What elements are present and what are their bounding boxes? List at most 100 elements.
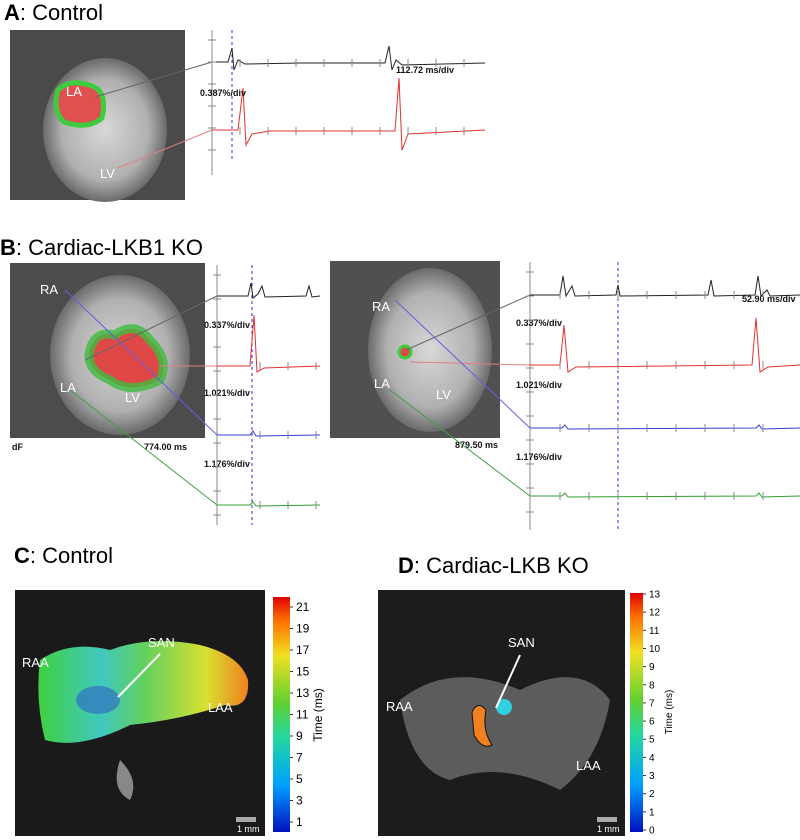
trace [530, 275, 800, 298]
connector [117, 129, 213, 169]
label: LAA [208, 700, 233, 715]
colorbar-tick-label: 7 [296, 751, 303, 765]
label: LV [100, 166, 115, 181]
label: RAA [386, 699, 413, 714]
colorbar-tick-label: 7 [649, 698, 655, 709]
trace [217, 314, 321, 373]
colorbar-tick-label: 11 [649, 626, 660, 637]
activation-map [38, 641, 249, 743]
panel-letter: B [0, 235, 16, 260]
connector [394, 299, 531, 429]
label: SAN [508, 635, 535, 650]
connector [389, 389, 531, 497]
colorbar-tick-label: 0 [649, 826, 655, 837]
scale-bar [597, 817, 617, 822]
colorbar-tick-label: 1 [649, 807, 655, 818]
panel-title: B: Cardiac-LKB1 KO [0, 235, 203, 260]
activation [397, 344, 413, 360]
colorbar-label: Time (ms) [311, 688, 325, 742]
label: LAA [576, 758, 601, 773]
early-site [496, 699, 512, 715]
colorbar-tick-label: 6 [649, 717, 655, 728]
panel-name: : Cardiac-LKB KO [414, 553, 589, 578]
colorbar-tick-label: 11 [296, 708, 309, 722]
panel-letter: A [4, 0, 20, 25]
activation [53, 80, 107, 128]
colorbar-tick-label: 5 [649, 735, 655, 746]
trace [530, 317, 800, 373]
colorbar-tick-label: 10 [649, 644, 661, 655]
panel-letter: C [14, 543, 30, 568]
activation [84, 324, 168, 392]
panel-title: C: Control [14, 543, 113, 568]
scale-bar [236, 817, 256, 822]
arrow [495, 654, 521, 709]
colorbar-tick-label: 3 [296, 794, 303, 808]
label: RA [40, 282, 58, 297]
scale-bar-label: 1 mm [597, 824, 620, 834]
trace [217, 282, 321, 299]
colorbar-tick-label: 15 [296, 665, 310, 679]
connector [409, 361, 531, 366]
panel-name: : Control [30, 543, 113, 568]
colorbar-tick-label: 12 [649, 608, 661, 619]
label: LA [374, 376, 390, 391]
arrow [117, 653, 161, 698]
trace [530, 492, 800, 498]
label: RA [372, 299, 390, 314]
colorbar-tick-label: 9 [649, 662, 655, 673]
colorbar-tick-label: 19 [296, 622, 310, 636]
time-scale: 112.72 ms/div [396, 65, 454, 75]
label: LV [125, 390, 140, 405]
colorbar-tick-label: 13 [649, 590, 661, 601]
amp-scale: 1.021%/div [204, 388, 250, 398]
amp-scale: 0.337%/div [516, 318, 562, 328]
trace [217, 430, 321, 437]
connector [94, 61, 213, 98]
trace [530, 424, 800, 430]
panel-title: D: Cardiac-LKB KO [398, 553, 589, 578]
tissue [116, 760, 134, 800]
colorbar-tick-label: 4 [649, 753, 655, 764]
connector [405, 294, 531, 351]
trace [212, 77, 486, 151]
colorbar-tick-label: 21 [296, 600, 310, 614]
connector [69, 389, 218, 506]
time: 879.50 ms [455, 440, 498, 450]
colorbar [273, 597, 290, 832]
label: RAA [22, 655, 49, 670]
panel-title: A: Control [4, 0, 103, 25]
amp-scale: 0.337%/div [204, 320, 250, 330]
label: LV [436, 387, 451, 402]
colorbar-tick-label: 2 [649, 789, 655, 800]
panel-name: : Cardiac-LKB1 KO [16, 235, 203, 260]
panel-name: : Control [20, 0, 103, 25]
activation-map [471, 705, 493, 747]
connector [84, 295, 218, 361]
heart [368, 268, 492, 432]
colorbar-tick-label: 13 [296, 686, 310, 700]
tissue [400, 677, 610, 790]
connector [64, 289, 218, 436]
colorbar [630, 593, 643, 832]
trace [212, 45, 486, 71]
amp-scale: 1.021%/div [516, 380, 562, 390]
amp-scale: 0.387%/div [200, 88, 246, 98]
df-label: dF [12, 442, 23, 452]
amp-scale: 1.176%/div [516, 452, 562, 462]
trace [217, 501, 321, 507]
scale-bar-label: 1 mm [237, 824, 260, 834]
colorbar-tick-label: 1 [296, 815, 303, 829]
colorbar-tick-label: 3 [649, 771, 655, 782]
panel-letter: D [398, 553, 414, 578]
time-scale: 52.90 ms/div [742, 294, 796, 304]
colorbar-tick-label: 9 [296, 729, 303, 743]
label: LA [66, 84, 82, 99]
colorbar-tick-label: 8 [649, 680, 655, 691]
early-site [76, 686, 120, 714]
colorbar-tick-label: 5 [296, 772, 303, 786]
amp-scale: 1.176%/div [204, 459, 250, 469]
time: 774.00 ms [144, 442, 187, 452]
colorbar-tick-label: 17 [296, 643, 310, 657]
